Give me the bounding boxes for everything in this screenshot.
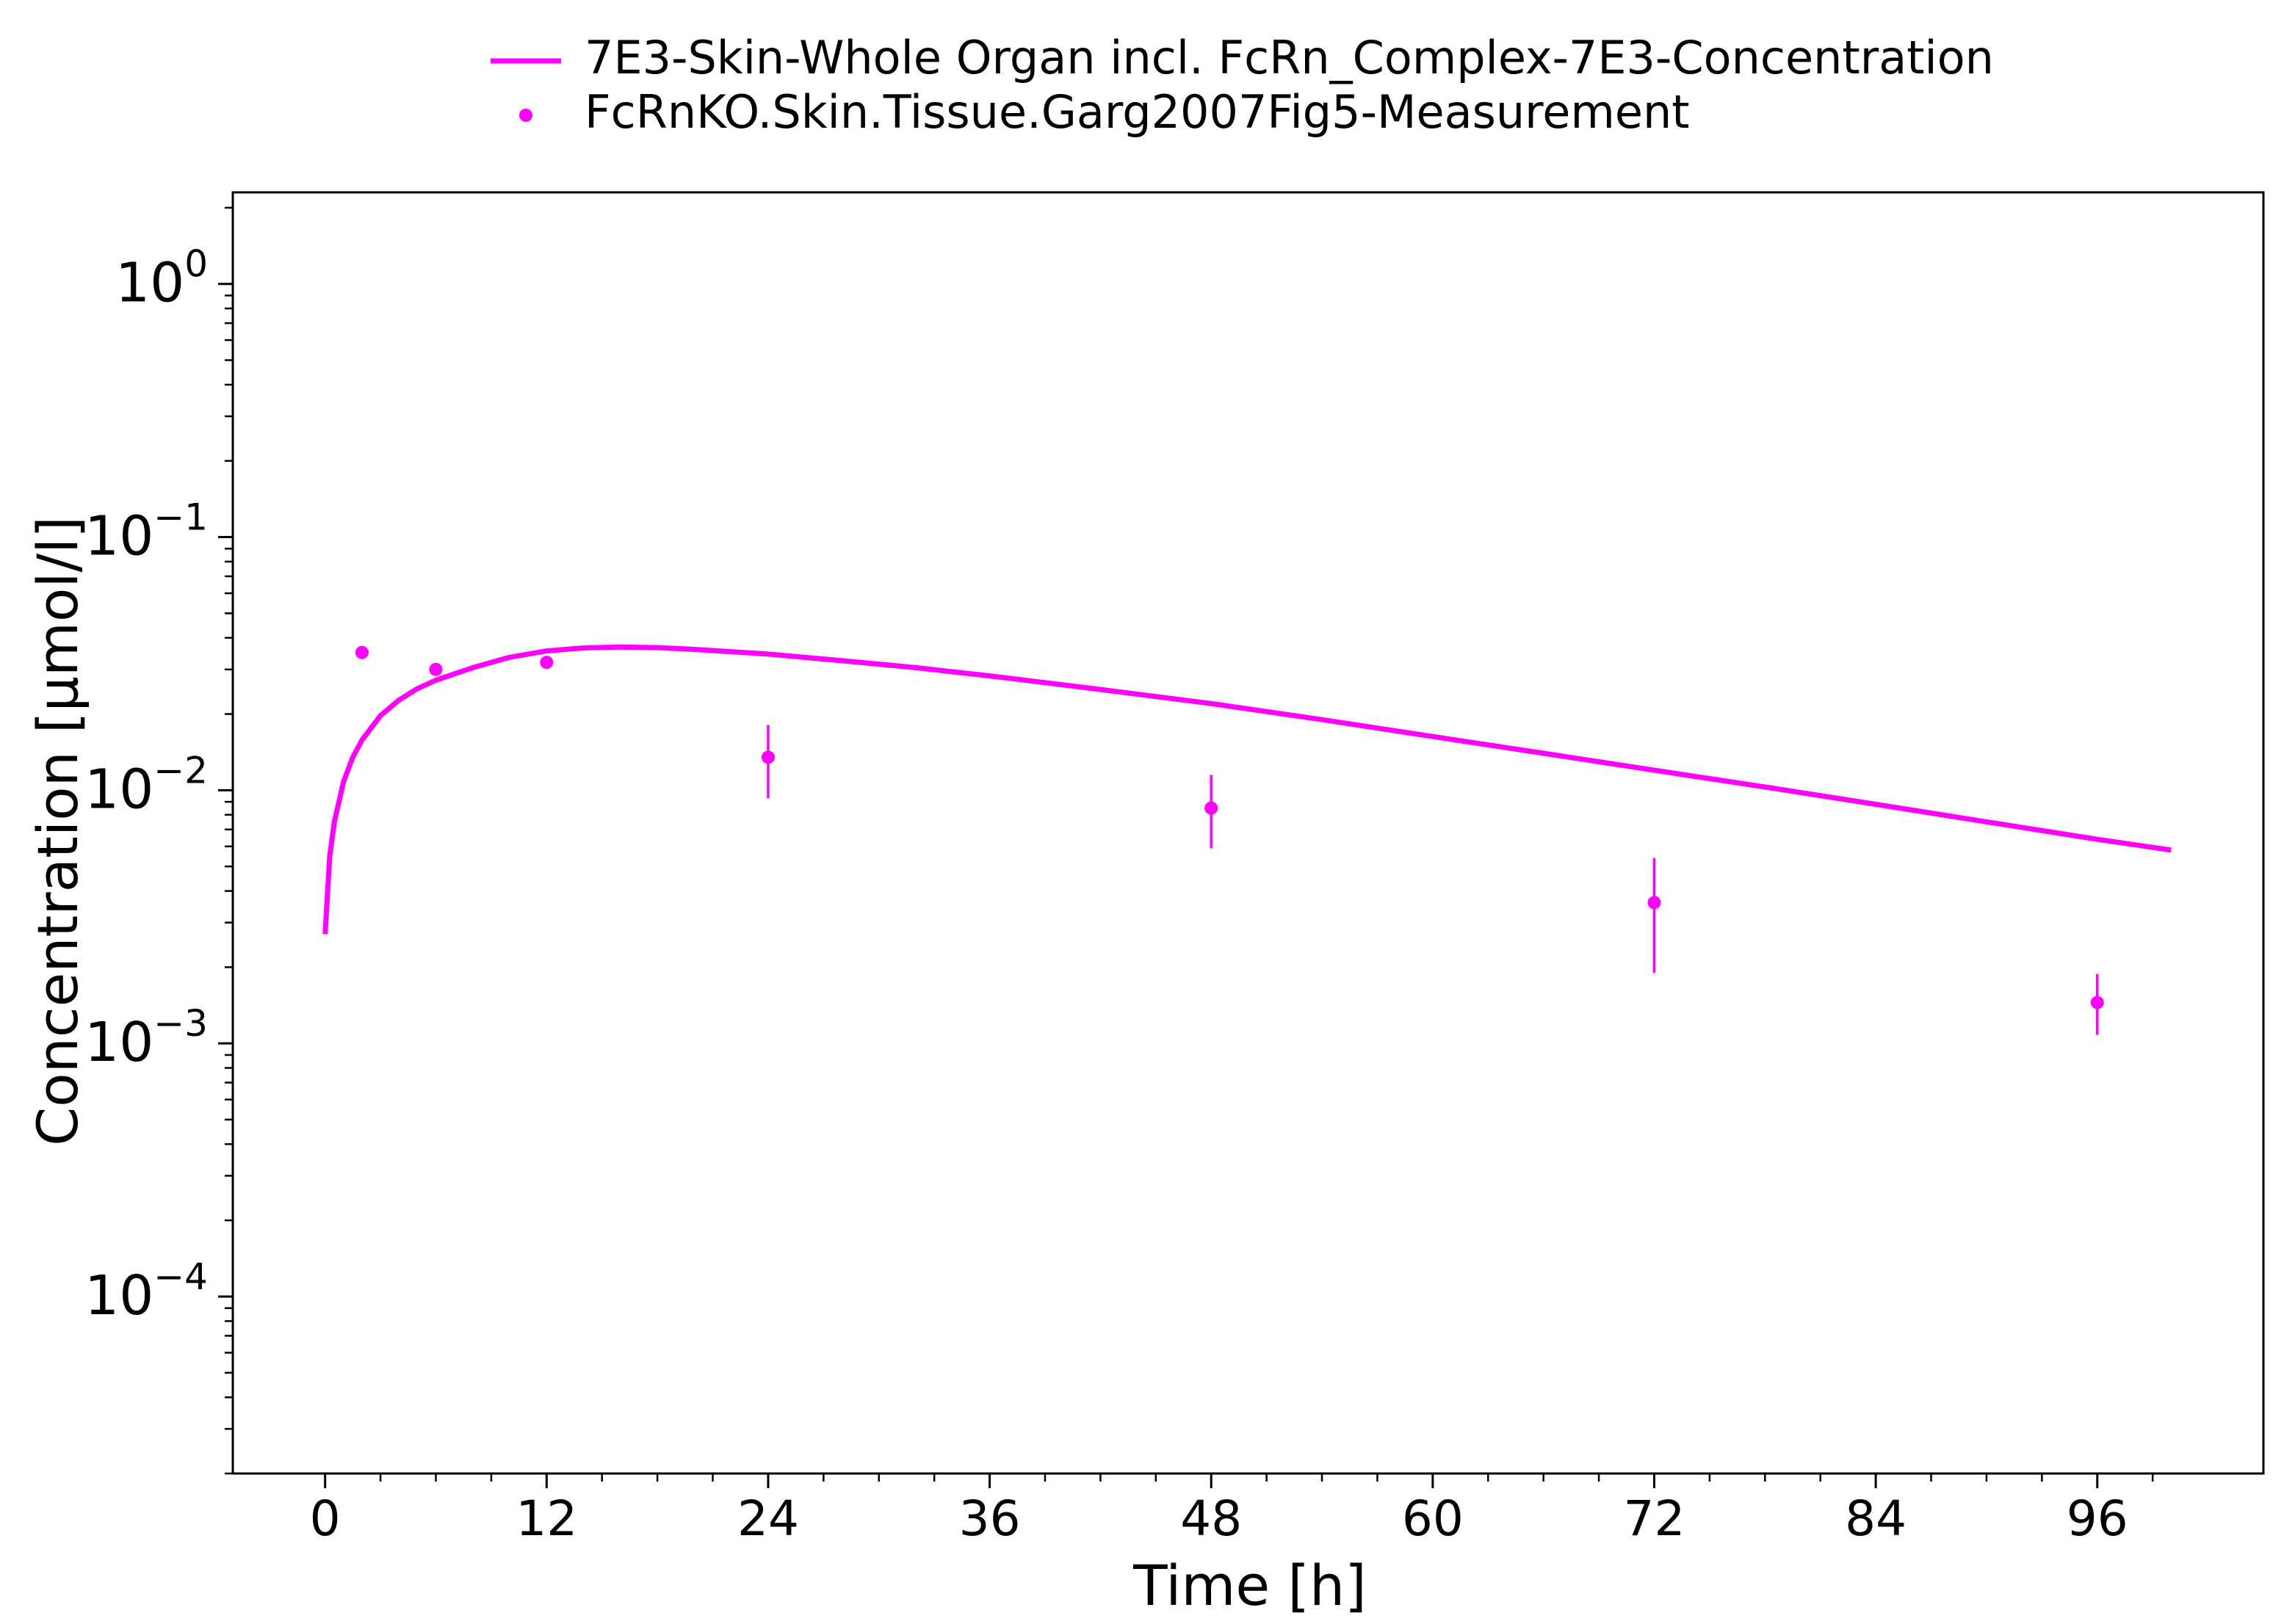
measurement-point xyxy=(1204,801,1218,815)
x-tick-label: 96 xyxy=(2067,1490,2128,1547)
measurement-point xyxy=(355,645,369,659)
y-tick-label: 100 xyxy=(115,243,208,315)
legend: 7E3-Skin-Whole Organ incl. FcRn_Complex-… xyxy=(491,31,1994,139)
x-tick-label: 84 xyxy=(1845,1490,1907,1547)
x-axis-label: Time [h] xyxy=(1132,1553,1367,1618)
x-axis: 0 12 24 36 48 60 72 84 96 xyxy=(310,1473,2154,1547)
measurement-point xyxy=(1647,896,1661,910)
x-tick-label: 12 xyxy=(516,1490,577,1547)
x-tick-label: 72 xyxy=(1624,1490,1685,1547)
y-tick-label: 10−4 xyxy=(84,1255,208,1327)
simulation-line xyxy=(322,644,2172,935)
legend-marker-swatch xyxy=(519,109,532,122)
measurement-point xyxy=(540,656,554,670)
x-tick-label: 48 xyxy=(1180,1490,1242,1547)
measurement-point xyxy=(761,750,775,764)
y-tick-label: 10−2 xyxy=(84,749,208,821)
legend-label-measurement: FcRnKO.Skin.Tissue.Garg2007Fig5-Measurem… xyxy=(585,85,1690,139)
y-axis: 100 10−1 10−2 10−3 10−4 xyxy=(84,206,233,1475)
y-tick-label: 10−3 xyxy=(84,1002,208,1074)
x-tick-label: 36 xyxy=(959,1490,1021,1547)
legend-label-simulation: 7E3-Skin-Whole Organ incl. FcRn_Complex-… xyxy=(585,31,1994,84)
measurement-point xyxy=(2090,996,2104,1009)
plot-area xyxy=(231,191,2265,1475)
measurement-point xyxy=(429,662,443,676)
y-tick-label: 10−1 xyxy=(84,496,208,568)
x-tick-label: 24 xyxy=(737,1490,799,1547)
x-tick-label: 0 xyxy=(310,1490,341,1547)
x-tick-label: 60 xyxy=(1402,1490,1464,1547)
series-layer xyxy=(322,644,2172,1035)
y-axis-label: Concentration [µmol/l] xyxy=(25,516,90,1146)
